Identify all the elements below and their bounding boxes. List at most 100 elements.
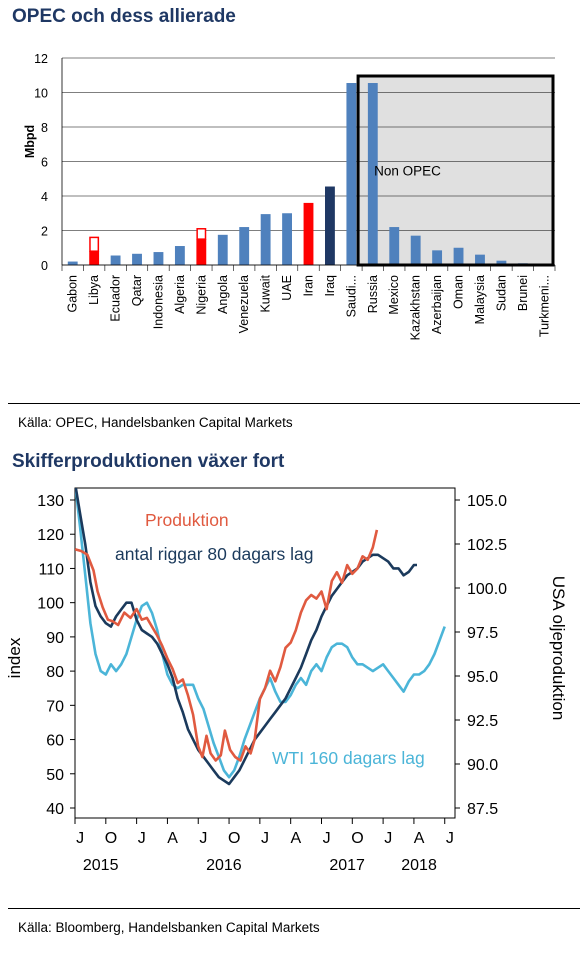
bar — [496, 260, 507, 265]
x-year-label: 2018 — [401, 857, 437, 874]
y2-tick-label: 90.0 — [467, 757, 498, 774]
bar — [153, 252, 164, 265]
y2-tick-label: 87.5 — [467, 801, 498, 818]
bar — [239, 227, 250, 265]
y-tick-label: 6 — [41, 156, 48, 170]
series-line — [75, 488, 417, 786]
bar — [89, 251, 100, 265]
bar — [432, 250, 443, 265]
bar — [196, 239, 207, 265]
x-category-label: Algeria — [173, 275, 187, 314]
bar — [367, 83, 378, 265]
x-tick-label: A — [290, 830, 301, 847]
non-opec-box — [356, 74, 555, 267]
x-category-label: Ecuador — [109, 275, 123, 322]
x-tick-label: J — [384, 830, 392, 847]
x-category-label: Brunei — [516, 275, 530, 311]
x-category-label: Malaysia — [473, 275, 487, 324]
y-tick-label: 70 — [46, 698, 64, 715]
chart1-source: Källa: OPEC, Handelsbanken Capital Marke… — [18, 415, 293, 430]
y-tick-label: 10 — [34, 87, 48, 101]
capacity-outline — [89, 236, 100, 252]
bar — [132, 253, 142, 265]
y-tick-label: 130 — [37, 493, 64, 510]
capacity-outline — [196, 228, 207, 240]
x-category-label: UAE — [280, 275, 294, 301]
bar — [346, 83, 357, 265]
x-tick-label: O — [351, 830, 363, 847]
y-tick-label: 8 — [41, 121, 48, 135]
y-tick-label: 2 — [41, 225, 48, 239]
x-category-label: Qatar — [130, 275, 144, 306]
y2-tick-label: 95.0 — [467, 669, 498, 686]
x-category-label: Venezuela — [237, 275, 251, 333]
y-axis-label: index — [5, 637, 24, 678]
x-category-label: Iraq — [323, 275, 337, 297]
y2-tick-label: 100.0 — [467, 581, 507, 598]
x-category-label: Kazakhstan — [409, 275, 423, 340]
bar — [260, 214, 271, 265]
bar — [217, 234, 228, 265]
y-tick-label: 110 — [38, 561, 64, 578]
bar — [303, 202, 314, 265]
bar — [110, 255, 121, 265]
x-category-label: Sudan — [494, 275, 508, 311]
x-tick-label: J — [138, 830, 146, 847]
y-tick-label: 12 — [34, 52, 48, 66]
y2-tick-label: 97.5 — [467, 625, 498, 642]
y-tick-label: 80 — [46, 664, 64, 681]
divider — [8, 908, 580, 909]
y-axis-label: Mbpd — [23, 125, 37, 158]
chart2-source: Källa: Bloomberg, Handelsbanken Capital … — [18, 920, 320, 935]
bar — [453, 247, 464, 265]
x-category-label: Indonesia — [151, 275, 165, 329]
x-category-label: Turkmeni... — [537, 275, 551, 337]
y-tick-label: 100 — [37, 596, 64, 613]
bar — [282, 213, 292, 265]
bar — [174, 246, 185, 265]
y-tick-label: 50 — [46, 767, 64, 784]
x-tick-label: O — [105, 830, 117, 847]
x-category-label: Mexico — [387, 275, 401, 315]
x-category-label: Oman — [452, 275, 466, 309]
y-tick-label: 40 — [46, 801, 64, 818]
bar — [325, 186, 335, 265]
y-tick-label: 4 — [41, 190, 48, 204]
x-category-label: Iran — [302, 275, 316, 297]
x-category-label: Kuwait — [259, 274, 273, 312]
x-category-label: Angola — [216, 275, 230, 314]
x-tick-label: J — [76, 830, 84, 847]
x-category-label: Saudi... — [344, 275, 358, 317]
x-category-label: Libya — [87, 275, 101, 305]
y2-axis-label: USA oljeproduktion — [549, 576, 568, 721]
bar-chart: 0 2 4 6 8 10 12 Mbpd Non OPEC Gabon Libya Ecuador Qa… — [23, 52, 556, 340]
x-tick-label: J — [199, 830, 207, 847]
x-category-label: Russia — [366, 275, 380, 313]
y2-tick-label: 102.5 — [467, 537, 507, 554]
y-tick-label: 120 — [37, 527, 64, 544]
y-tick-label: 60 — [46, 733, 64, 750]
x-category-label: Gabon — [66, 275, 80, 313]
x-year-label: 2016 — [206, 857, 242, 874]
x-category-label: Azerbaijan — [430, 275, 444, 334]
bar — [389, 227, 400, 265]
y2-tick-label: 92.5 — [467, 713, 498, 730]
plot-frame — [74, 487, 456, 819]
x-tick-label: J — [261, 830, 269, 847]
non-opec-label: Non OPEC — [374, 163, 441, 178]
y2-tick-label: 105.0 — [467, 493, 507, 510]
x-year-label: 2017 — [329, 857, 365, 874]
x-category-label: Nigeria — [194, 275, 208, 315]
series-label: WTI 160 dagars lag — [272, 748, 425, 768]
divider — [8, 403, 580, 404]
series-line — [75, 529, 379, 762]
series-label: antal riggar 80 dagars lag — [115, 544, 313, 564]
y-tick-label: 0 — [41, 259, 48, 273]
chart1-title: OPEC och dess allierade — [12, 6, 236, 27]
bar — [67, 261, 78, 265]
x-tick-label: A — [167, 830, 178, 847]
x-year-label: 2015 — [83, 857, 119, 874]
line-chart: 40 50 60 70 80 90 100 110 120 130 87.5 90.0 92.5 95.0… — [5, 487, 568, 874]
series-label: Produktion — [145, 510, 229, 530]
bar — [475, 254, 485, 265]
